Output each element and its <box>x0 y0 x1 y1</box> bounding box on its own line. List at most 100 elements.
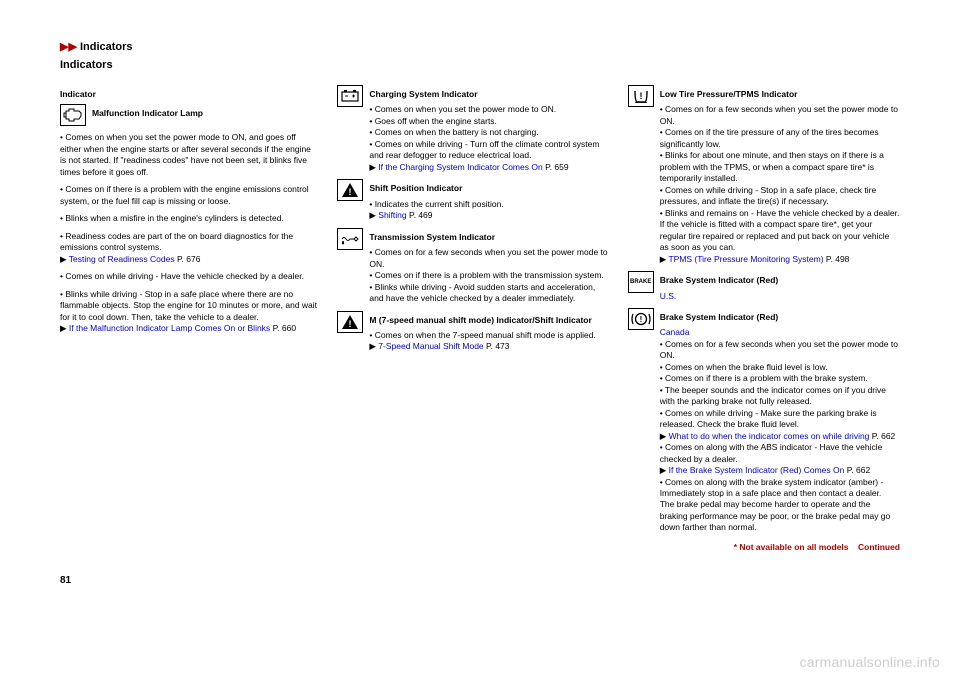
readiness-codes-link[interactable]: Testing of Readiness Codes <box>69 254 175 264</box>
brake-us-row: BRAKE Brake System Indicator (Red) U.S. <box>628 271 900 302</box>
brake-ref1-text: • Comes on while driving - Make sure the… <box>660 408 877 429</box>
arrow-icon: ▶ <box>60 323 67 334</box>
brake-ca-name: Brake System Indicator (Red) <box>660 312 900 323</box>
brake-link2[interactable]: If the Brake System Indicator (Red) Come… <box>669 465 845 475</box>
brake-us-name: Brake System Indicator (Red) <box>660 275 900 286</box>
brake-text-icon: BRAKE <box>628 271 654 293</box>
brake-us-label: U.S. <box>660 291 900 302</box>
transmission-p3: • Blinks while driving - Avoid sudden st… <box>369 282 609 305</box>
indicator-heading: Indicator <box>60 89 319 100</box>
shift-ref: ▶ Shifting P. 469 <box>369 210 609 221</box>
svg-text:!: ! <box>639 315 642 324</box>
engine-icon <box>60 104 86 126</box>
shift-link[interactable]: Shifting <box>378 210 406 220</box>
not-available-text: * Not available on all models <box>734 542 849 552</box>
shift-name: Shift Position Indicator <box>369 183 609 194</box>
brake-ref2-text: • Comes on along with the ABS indicator … <box>660 442 883 463</box>
brake-ca-ref2: • Comes on along with the ABS indicator … <box>660 442 900 476</box>
malfunction-ref1-text: • Readiness codes are part of the on boa… <box>60 231 293 252</box>
brake-ca-ref3: • Comes on along with the brake system i… <box>660 477 900 500</box>
tpms-ref2: • Blinks and remains on - Have the vehic… <box>660 208 900 254</box>
brake-ca-p1: • Comes on for a few seconds when you se… <box>660 339 900 362</box>
charging-name: Charging System Indicator <box>369 89 609 100</box>
malfunction-p1: • Comes on when you set the power mode t… <box>60 132 319 178</box>
mmode-row: ! M (7-speed manual shift mode) Indicato… <box>337 311 609 353</box>
transmission-p1: • Comes on for a few seconds when you se… <box>369 247 609 270</box>
brake-link1[interactable]: What to do when the indicator comes on w… <box>669 431 870 441</box>
charging-link[interactable]: If the Charging System Indicator Comes O… <box>378 162 542 172</box>
arrow-icon: ▶ <box>660 254 667 265</box>
subheader: Indicators <box>60 59 900 71</box>
tpms-page: P. 498 <box>826 254 849 264</box>
ref1-page: P. 676 <box>177 254 200 264</box>
arrow-icon: ▶ <box>660 465 667 476</box>
charging-p3: • Comes on when the battery is not charg… <box>369 127 609 138</box>
continued-label: Continued <box>858 542 900 552</box>
mmode-link[interactable]: 7-Speed Manual Shift Mode <box>378 341 483 351</box>
tpms-icon: ! <box>628 85 654 107</box>
shift-row: ! Shift Position Indicator • Indicates t… <box>337 179 609 221</box>
column-1: Indicator Malfunction Indicator Lamp • C… <box>60 85 319 553</box>
warning-triangle-icon: ! <box>337 311 363 333</box>
header-bullet: ▶▶ <box>60 41 77 53</box>
brake-ca-ref1: • Comes on while driving - Make sure the… <box>660 408 900 442</box>
oil-icon <box>337 228 363 250</box>
charging-p2: • Goes off when the engine starts. <box>369 116 609 127</box>
malfunction-p2: • Comes on if there is a problem with th… <box>60 184 319 207</box>
malfunction-ref1: • Readiness codes are part of the on boa… <box>60 231 319 265</box>
tpms-name: Low Tire Pressure/TPMS Indicator <box>660 89 900 100</box>
brake-ca-p2: • Comes on when the brake fluid level is… <box>660 362 900 373</box>
tpms-reflink: ▶ TPMS (Tire Pressure Monitoring System)… <box>660 254 900 265</box>
brake-circle-icon: ! <box>628 308 654 330</box>
arrow-icon: ▶ <box>60 254 67 265</box>
mmode-ref: ▶ 7-Speed Manual Shift Mode P. 473 <box>369 341 609 352</box>
brake-ca-label: Canada <box>660 327 900 338</box>
battery-icon <box>337 85 363 107</box>
charging-ref-text: • Comes on while driving - Turn off the … <box>369 139 599 160</box>
transmission-name: Transmission System Indicator <box>369 232 609 243</box>
transmission-row: Transmission System Indicator • Comes on… <box>337 228 609 305</box>
brake-ca-ref4: The brake pedal may become harder to ope… <box>660 499 900 533</box>
mmode-name: M (7-speed manual shift mode) Indicator/… <box>369 315 609 326</box>
transmission-p2: • Comes on if there is a problem with th… <box>369 270 609 281</box>
malfunction-lamp-row: Malfunction Indicator Lamp <box>60 104 319 126</box>
arrow-icon: ▶ <box>369 210 376 221</box>
header-title: Indicators <box>80 41 133 53</box>
tpms-p2: • Comes on if the tire pressure of any o… <box>660 127 900 150</box>
brake-ca-p4: • The beeper sounds and the indicator co… <box>660 385 900 408</box>
malfunction-ref2: • Comes on while driving - Have the vehi… <box>60 271 319 282</box>
tpms-link[interactable]: TPMS (Tire Pressure Monitoring System) <box>668 254 823 264</box>
malfunction-ref3-text: • Blinks while driving - Stop in a safe … <box>60 289 317 322</box>
svg-text:!: ! <box>639 91 642 101</box>
svg-text:!: ! <box>349 319 352 329</box>
charging-row: Charging System Indicator • Comes on whe… <box>337 85 609 173</box>
ref3-page: P. 660 <box>273 323 296 333</box>
content-columns: Indicator Malfunction Indicator Lamp • C… <box>60 85 900 553</box>
malfunction-ref3: • Blinks while driving - Stop in a safe … <box>60 289 319 335</box>
arrow-icon: ▶ <box>369 162 376 173</box>
malfunction-p3: • Blinks when a misfire in the engine's … <box>60 213 319 224</box>
charging-p1: • Comes on when you set the power mode t… <box>369 104 609 115</box>
page-number: 81 <box>60 575 900 586</box>
brake-ca-p3: • Comes on if there is a problem with th… <box>660 373 900 384</box>
warning-triangle-icon: ! <box>337 179 363 201</box>
continued-text: * Not available on all models Continued <box>628 542 900 553</box>
malfunction-link[interactable]: If the Malfunction Indicator Lamp Comes … <box>69 323 270 333</box>
svg-text:!: ! <box>349 187 352 197</box>
shift-page: P. 469 <box>409 210 432 220</box>
column-3: ! Low Tire Pressure/TPMS Indicator • Com… <box>628 85 900 553</box>
tpms-p3: • Blinks for about one minute, and then … <box>660 150 900 184</box>
charging-ref: • Comes on while driving - Turn off the … <box>369 139 609 173</box>
brake-ca-row: ! Brake System Indicator (Red) Canada • … <box>628 308 900 534</box>
arrow-icon: ▶ <box>369 341 376 352</box>
page-header: ▶▶ Indicators <box>60 40 900 53</box>
tpms-p1: • Comes on for a few seconds when you se… <box>660 104 900 127</box>
brake-page2: P. 662 <box>847 465 870 475</box>
column-2: Charging System Indicator • Comes on whe… <box>337 85 609 553</box>
charging-page: P. 659 <box>545 162 568 172</box>
watermark: carmanualsonline.info <box>800 654 940 670</box>
malfunction-name: Malfunction Indicator Lamp <box>92 108 319 119</box>
brake-page1: P. 662 <box>872 431 895 441</box>
mmode-p1: • Comes on when the 7-speed manual shift… <box>369 330 609 341</box>
tpms-row: ! Low Tire Pressure/TPMS Indicator • Com… <box>628 85 900 265</box>
